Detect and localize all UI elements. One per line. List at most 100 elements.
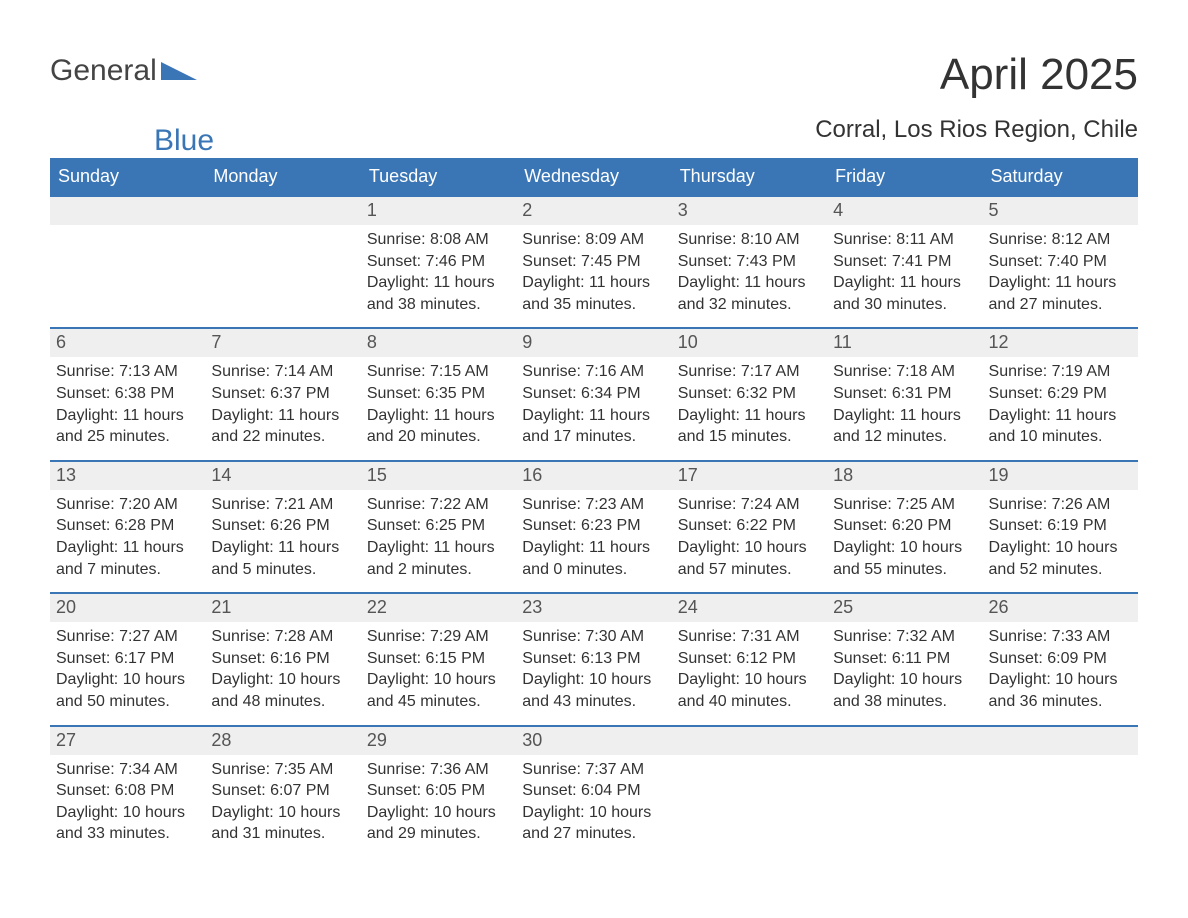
daylight-line2: and 32 minutes. bbox=[678, 294, 821, 316]
day-number: 5 bbox=[983, 197, 1138, 225]
sunset-text: Sunset: 6:11 PM bbox=[833, 648, 976, 670]
daylight-line2: and 5 minutes. bbox=[211, 559, 354, 581]
day-number: 9 bbox=[516, 329, 671, 357]
day-details: Sunrise: 7:30 AMSunset: 6:13 PMDaylight:… bbox=[516, 622, 671, 712]
sunset-text: Sunset: 6:04 PM bbox=[522, 780, 665, 802]
sunrise-text: Sunrise: 7:16 AM bbox=[522, 361, 665, 383]
sunrise-text: Sunrise: 7:35 AM bbox=[211, 759, 354, 781]
day-number: 30 bbox=[516, 727, 671, 755]
day-cell: 9Sunrise: 7:16 AMSunset: 6:34 PMDaylight… bbox=[516, 329, 671, 459]
day-details: Sunrise: 7:21 AMSunset: 6:26 PMDaylight:… bbox=[205, 490, 360, 580]
sunset-text: Sunset: 6:37 PM bbox=[211, 383, 354, 405]
sunrise-text: Sunrise: 7:22 AM bbox=[367, 494, 510, 516]
day-cell bbox=[50, 197, 205, 327]
daylight-line2: and 48 minutes. bbox=[211, 691, 354, 713]
day-cell: 20Sunrise: 7:27 AMSunset: 6:17 PMDayligh… bbox=[50, 594, 205, 724]
day-cell: 22Sunrise: 7:29 AMSunset: 6:15 PMDayligh… bbox=[361, 594, 516, 724]
day-cell: 19Sunrise: 7:26 AMSunset: 6:19 PMDayligh… bbox=[983, 462, 1138, 592]
day-details: Sunrise: 7:28 AMSunset: 6:16 PMDaylight:… bbox=[205, 622, 360, 712]
sunrise-text: Sunrise: 7:36 AM bbox=[367, 759, 510, 781]
day-cell: 10Sunrise: 7:17 AMSunset: 6:32 PMDayligh… bbox=[672, 329, 827, 459]
sunrise-text: Sunrise: 8:10 AM bbox=[678, 229, 821, 251]
daylight-line1: Daylight: 11 hours bbox=[678, 272, 821, 294]
sunset-text: Sunset: 6:25 PM bbox=[367, 515, 510, 537]
daylight-line2: and 55 minutes. bbox=[833, 559, 976, 581]
daylight-line2: and 38 minutes. bbox=[367, 294, 510, 316]
day-number: 25 bbox=[827, 594, 982, 622]
sunset-text: Sunset: 7:41 PM bbox=[833, 251, 976, 273]
day-details: Sunrise: 7:22 AMSunset: 6:25 PMDaylight:… bbox=[361, 490, 516, 580]
day-number bbox=[205, 197, 360, 225]
daylight-line2: and 30 minutes. bbox=[833, 294, 976, 316]
sunrise-text: Sunrise: 7:37 AM bbox=[522, 759, 665, 781]
sunrise-text: Sunrise: 7:28 AM bbox=[211, 626, 354, 648]
weekday-header: Wednesday bbox=[516, 158, 671, 195]
daylight-line1: Daylight: 11 hours bbox=[989, 272, 1132, 294]
daylight-line2: and 31 minutes. bbox=[211, 823, 354, 845]
day-number: 26 bbox=[983, 594, 1138, 622]
sunrise-text: Sunrise: 7:29 AM bbox=[367, 626, 510, 648]
day-cell bbox=[983, 727, 1138, 857]
title-block: April 2025 bbox=[940, 50, 1138, 100]
daylight-line1: Daylight: 11 hours bbox=[833, 272, 976, 294]
sunset-text: Sunset: 6:26 PM bbox=[211, 515, 354, 537]
day-cell bbox=[672, 727, 827, 857]
weekday-header-row: SundayMondayTuesdayWednesdayThursdayFrid… bbox=[50, 158, 1138, 195]
day-cell bbox=[205, 197, 360, 327]
day-cell: 28Sunrise: 7:35 AMSunset: 6:07 PMDayligh… bbox=[205, 727, 360, 857]
day-number: 20 bbox=[50, 594, 205, 622]
day-details: Sunrise: 7:25 AMSunset: 6:20 PMDaylight:… bbox=[827, 490, 982, 580]
daylight-line1: Daylight: 10 hours bbox=[211, 669, 354, 691]
day-cell: 11Sunrise: 7:18 AMSunset: 6:31 PMDayligh… bbox=[827, 329, 982, 459]
day-number: 8 bbox=[361, 329, 516, 357]
day-number: 1 bbox=[361, 197, 516, 225]
day-details: Sunrise: 7:36 AMSunset: 6:05 PMDaylight:… bbox=[361, 755, 516, 845]
day-number: 21 bbox=[205, 594, 360, 622]
daylight-line2: and 15 minutes. bbox=[678, 426, 821, 448]
day-cell: 27Sunrise: 7:34 AMSunset: 6:08 PMDayligh… bbox=[50, 727, 205, 857]
daylight-line1: Daylight: 10 hours bbox=[56, 802, 199, 824]
day-details: Sunrise: 7:17 AMSunset: 6:32 PMDaylight:… bbox=[672, 357, 827, 447]
daylight-line2: and 10 minutes. bbox=[989, 426, 1132, 448]
daylight-line1: Daylight: 11 hours bbox=[522, 272, 665, 294]
daylight-line1: Daylight: 10 hours bbox=[678, 537, 821, 559]
day-number: 28 bbox=[205, 727, 360, 755]
sunset-text: Sunset: 6:20 PM bbox=[833, 515, 976, 537]
sunset-text: Sunset: 7:46 PM bbox=[367, 251, 510, 273]
sunset-text: Sunset: 7:43 PM bbox=[678, 251, 821, 273]
sunset-text: Sunset: 6:38 PM bbox=[56, 383, 199, 405]
sunset-text: Sunset: 6:17 PM bbox=[56, 648, 199, 670]
day-cell: 6Sunrise: 7:13 AMSunset: 6:38 PMDaylight… bbox=[50, 329, 205, 459]
day-details: Sunrise: 7:20 AMSunset: 6:28 PMDaylight:… bbox=[50, 490, 205, 580]
daylight-line2: and 38 minutes. bbox=[833, 691, 976, 713]
sunset-text: Sunset: 6:12 PM bbox=[678, 648, 821, 670]
daylight-line1: Daylight: 10 hours bbox=[367, 669, 510, 691]
day-details: Sunrise: 7:13 AMSunset: 6:38 PMDaylight:… bbox=[50, 357, 205, 447]
logo-text-blue: Blue bbox=[154, 124, 214, 157]
weekday-header: Friday bbox=[827, 158, 982, 195]
weekday-header: Saturday bbox=[983, 158, 1138, 195]
day-number: 27 bbox=[50, 727, 205, 755]
daylight-line2: and 29 minutes. bbox=[367, 823, 510, 845]
sunset-text: Sunset: 6:22 PM bbox=[678, 515, 821, 537]
day-details: Sunrise: 8:09 AMSunset: 7:45 PMDaylight:… bbox=[516, 225, 671, 315]
day-cell: 26Sunrise: 7:33 AMSunset: 6:09 PMDayligh… bbox=[983, 594, 1138, 724]
daylight-line1: Daylight: 11 hours bbox=[211, 537, 354, 559]
daylight-line1: Daylight: 11 hours bbox=[367, 405, 510, 427]
sunset-text: Sunset: 6:19 PM bbox=[989, 515, 1132, 537]
daylight-line1: Daylight: 10 hours bbox=[522, 669, 665, 691]
daylight-line1: Daylight: 11 hours bbox=[678, 405, 821, 427]
day-cell: 14Sunrise: 7:21 AMSunset: 6:26 PMDayligh… bbox=[205, 462, 360, 592]
daylight-line1: Daylight: 11 hours bbox=[989, 405, 1132, 427]
day-cell: 17Sunrise: 7:24 AMSunset: 6:22 PMDayligh… bbox=[672, 462, 827, 592]
day-cell: 30Sunrise: 7:37 AMSunset: 6:04 PMDayligh… bbox=[516, 727, 671, 857]
sunset-text: Sunset: 6:23 PM bbox=[522, 515, 665, 537]
logo-text-general: General bbox=[50, 54, 157, 87]
daylight-line1: Daylight: 10 hours bbox=[56, 669, 199, 691]
sunset-text: Sunset: 6:31 PM bbox=[833, 383, 976, 405]
sunset-text: Sunset: 6:16 PM bbox=[211, 648, 354, 670]
header: General April 2025 bbox=[50, 50, 1138, 100]
sunrise-text: Sunrise: 7:15 AM bbox=[367, 361, 510, 383]
day-details: Sunrise: 7:32 AMSunset: 6:11 PMDaylight:… bbox=[827, 622, 982, 712]
sunset-text: Sunset: 6:08 PM bbox=[56, 780, 199, 802]
